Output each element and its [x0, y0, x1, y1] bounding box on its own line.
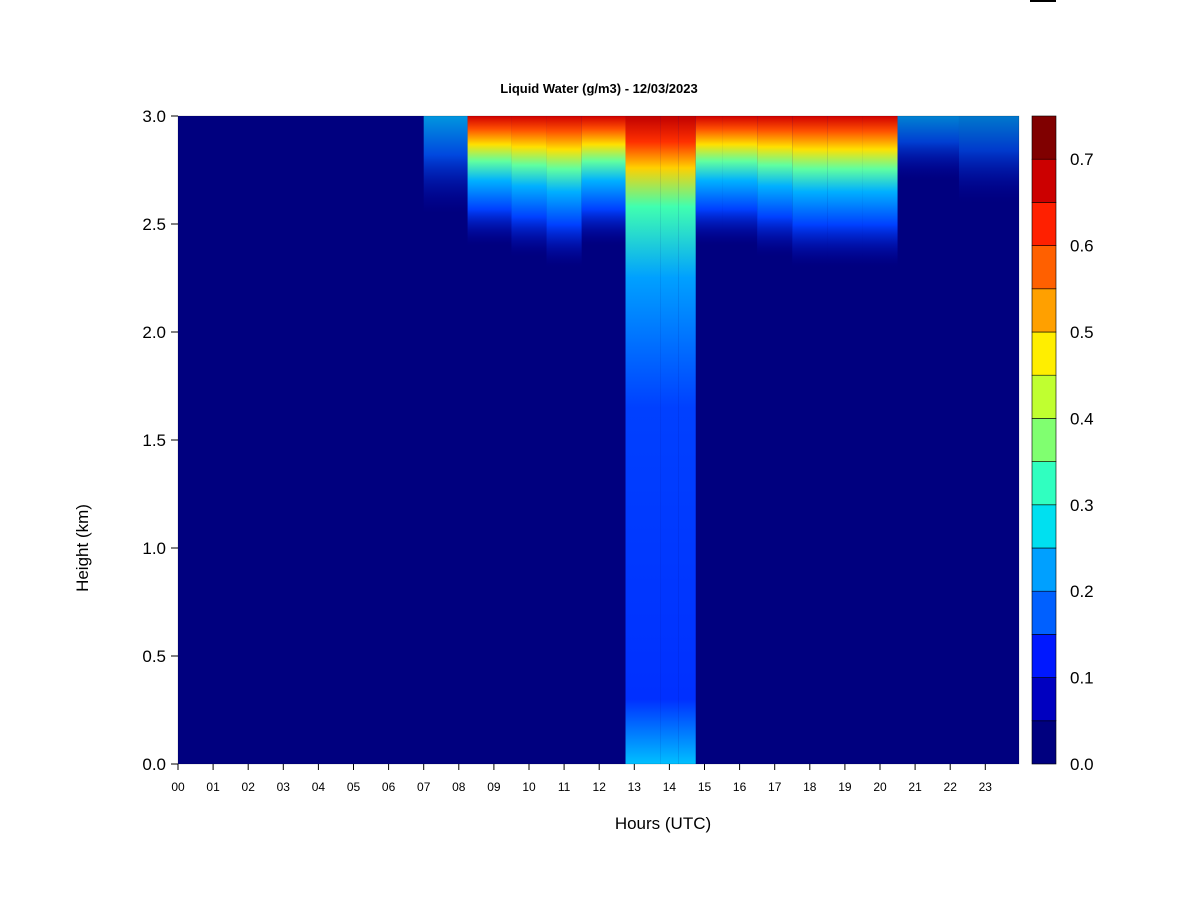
colorbar-segment: [1031, 677, 1057, 722]
colorbar-tick-label: 0.2: [1070, 582, 1094, 601]
cloud-column: [757, 116, 793, 257]
x-tick-label: 09: [487, 780, 501, 794]
colorbar-segment: [1031, 245, 1057, 290]
x-tick-label: 22: [944, 780, 958, 794]
x-tick-label: 20: [873, 780, 887, 794]
x-tick-label: 04: [312, 780, 326, 794]
cloud-column: [862, 116, 898, 268]
y-tick-label: 0.5: [142, 647, 166, 666]
colorbar-ticks: 0.0 0.1 0.2 0.3 0.4 0.5 0.6 0.7: [1070, 150, 1094, 774]
x-tick-label: 03: [277, 780, 291, 794]
cloud-column: [792, 116, 828, 268]
x-tick-label: 15: [698, 780, 712, 794]
colorbar-segment: [1031, 158, 1057, 203]
x-tick-label: 16: [733, 780, 747, 794]
cloud-column: [958, 116, 1019, 203]
x-tick-label: 12: [593, 780, 607, 794]
colorbar-tick-label: 0.4: [1070, 409, 1094, 428]
x-tick-label: 11: [558, 780, 571, 794]
cloud-column: [625, 116, 661, 764]
x-tick-label: 05: [347, 780, 361, 794]
y-axis-label: Height (km): [73, 504, 92, 592]
cloud-column: [423, 116, 468, 214]
y-tick-label: 1.5: [142, 431, 166, 450]
colorbar: [1031, 115, 1057, 765]
cloud-column: [897, 116, 959, 181]
colorbar-segment: [1031, 202, 1057, 246]
x-tick-label: 17: [768, 780, 782, 794]
colorbar-segment: [1031, 331, 1057, 376]
x-tick-label: 07: [417, 780, 431, 794]
colorbar-tick-label: 0.5: [1070, 323, 1094, 342]
y-tick-label: 1.0: [142, 539, 166, 558]
x-tick-label: 23: [979, 780, 993, 794]
x-tick-label: 02: [242, 780, 256, 794]
cloud-column: [678, 116, 696, 764]
colorbar-segment: [1031, 461, 1057, 506]
colorbar-tick-label: 0.7: [1070, 150, 1094, 169]
corner-mark: [1030, 0, 1056, 2]
cloud-column: [511, 116, 547, 257]
x-tick-label: 19: [838, 780, 852, 794]
x-tick-label: 14: [663, 780, 677, 794]
cloud-layer: [423, 116, 1019, 764]
y-tick-label: 2.5: [142, 215, 166, 234]
plot-area: [178, 116, 1019, 764]
cloud-column: [581, 116, 626, 246]
x-tick-label: 08: [452, 780, 466, 794]
x-tick-label: 01: [206, 780, 220, 794]
colorbar-segment: [1031, 288, 1057, 333]
colorbar-segment: [1031, 418, 1057, 462]
x-axis-label: Hours (UTC): [615, 814, 711, 833]
cloud-column: [695, 116, 723, 246]
x-tick-label: 21: [908, 780, 922, 794]
chart-title: Liquid Water (g/m3) - 12/03/2023: [500, 81, 697, 96]
cloud-column: [467, 116, 512, 246]
y-axis: 0.0 0.5 1.0 1.5 2.0 2.5 3.0: [142, 107, 178, 774]
x-tick-label: 06: [382, 780, 396, 794]
cloud-column: [546, 116, 582, 268]
cloud-column: [660, 116, 679, 764]
x-tick-label: 10: [522, 780, 536, 794]
colorbar-tick-label: 0.6: [1070, 237, 1094, 256]
colorbar-segment: [1031, 634, 1057, 678]
colorbar-segment: [1031, 547, 1057, 592]
y-tick-label: 2.0: [142, 323, 166, 342]
colorbar-segment: [1031, 374, 1057, 419]
colorbar-segment: [1031, 115, 1057, 160]
colorbar-segment: [1031, 504, 1057, 549]
x-axis: 00 01 02 03 04 05 06 07 08 09 10 11 12 13 14 15 16 17 18 19…: [171, 764, 992, 794]
colorbar-segment: [1031, 720, 1057, 765]
cloud-column: [722, 116, 758, 246]
y-tick-label: 0.0: [142, 755, 166, 774]
colorbar-tick-label: 0.0: [1070, 755, 1094, 774]
colorbar-segment: [1031, 590, 1057, 635]
cloud-column: [827, 116, 863, 268]
colorbar-tick-label: 0.1: [1070, 669, 1094, 688]
x-tick-label: 13: [628, 780, 642, 794]
x-tick-label: 18: [803, 780, 817, 794]
x-tick-label: 00: [171, 780, 185, 794]
y-tick-label: 3.0: [142, 107, 166, 126]
colorbar-tick-label: 0.3: [1070, 496, 1094, 515]
